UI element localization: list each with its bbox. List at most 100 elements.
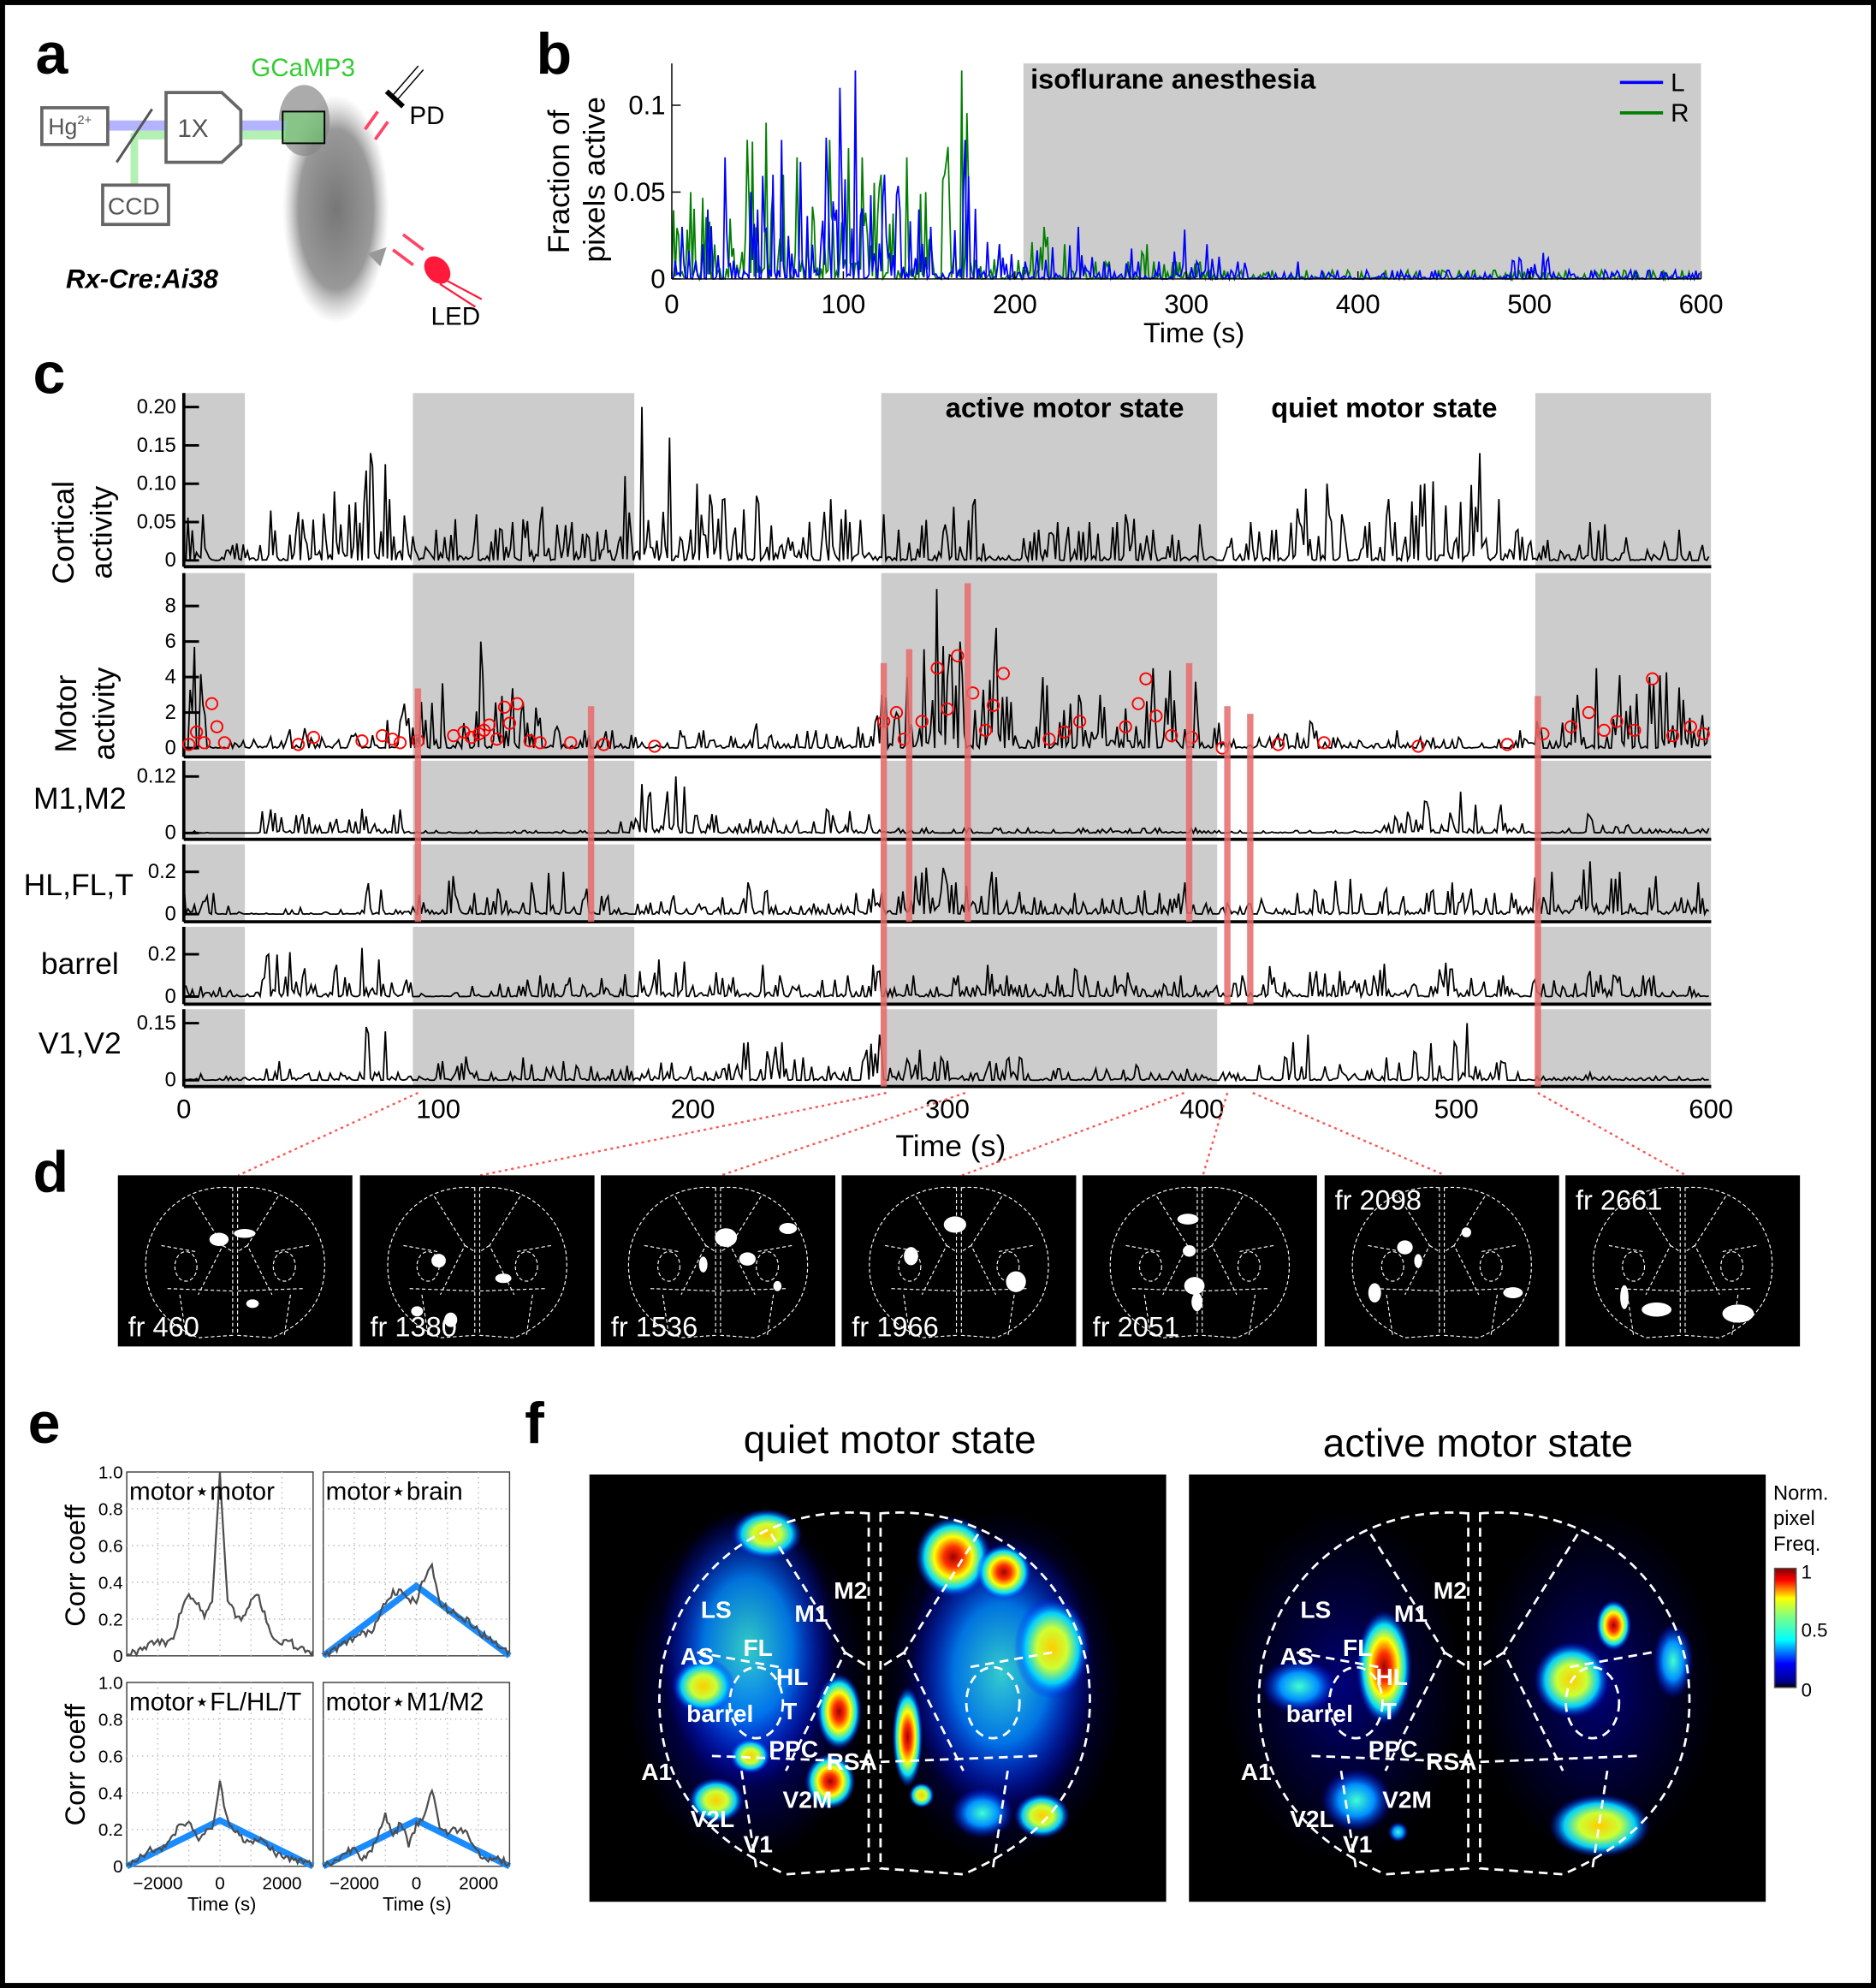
active-region-label-t: T	[1382, 1698, 1397, 1724]
e-ytick-label: 0.4	[98, 1783, 123, 1803]
motor-event-marker	[497, 700, 512, 715]
c-ytick-label: 2	[165, 702, 176, 724]
c-highlight-bar	[1185, 662, 1193, 923]
active-region-label-as: AS	[1280, 1643, 1314, 1670]
c-shaded-interval	[183, 1009, 246, 1087]
motor-event-marker	[465, 731, 478, 745]
b-xtick-label: 400	[1336, 289, 1380, 319]
frame-number-label: fr 1380	[370, 1312, 456, 1343]
e-observed-curve	[323, 1562, 511, 1659]
colorbar	[1773, 1567, 1797, 1688]
quiet-region-label-v1: V1	[743, 1831, 772, 1857]
c-xlabel: Time (s)	[895, 1129, 1006, 1163]
legend-label-R: R	[1671, 99, 1689, 128]
motor-event-marker	[1665, 728, 1680, 743]
c-xtick-label: 100	[416, 1095, 460, 1125]
motor-event-marker	[1271, 738, 1285, 751]
colorbar-tick-0.5: 0.5	[1802, 1620, 1828, 1641]
c-trace-motor	[183, 589, 1710, 751]
c-shaded-interval	[413, 844, 635, 923]
c-highlight-bar	[905, 649, 913, 923]
motor-event-marker	[564, 736, 578, 750]
motor-event-marker	[1165, 728, 1178, 743]
c-xtick-label: 500	[1434, 1095, 1479, 1125]
motor-event-marker	[502, 716, 517, 730]
c-ylabel-cortical: Cortical	[46, 481, 80, 585]
e-ytick-label: 0	[113, 1647, 123, 1666]
light-arrows-led-icon	[392, 233, 424, 267]
panel-label-a: a	[35, 21, 68, 86]
c-ylabel-m1m2: M1,M2	[33, 781, 127, 816]
hg-lamp-label: Hg2+	[48, 114, 92, 139]
b-ylabel-line2: pixels active	[577, 97, 611, 263]
motor-event-marker	[1597, 723, 1611, 737]
motor-event-marker	[1683, 720, 1697, 733]
active-pixel-blob	[779, 1222, 798, 1234]
c-ytick-label: 0.20	[137, 396, 176, 418]
c-ylabel-barrel: barrel	[41, 947, 119, 981]
quiet-region-label-m2: M2	[834, 1577, 867, 1604]
led-icon	[424, 256, 483, 308]
active-region-label-v2m: V2M	[1382, 1787, 1432, 1813]
c-highlight-bar	[1247, 714, 1254, 1005]
e-xtick-label: −2000	[133, 1873, 182, 1893]
e-ylabel-top: Corr coeff	[60, 1504, 91, 1626]
motor-event-marker	[1317, 736, 1331, 750]
d-zoom-line	[1537, 1092, 1687, 1177]
motor-event-marker	[1696, 727, 1710, 741]
activity-frame-tile	[841, 1175, 1077, 1347]
motor-event-marker	[1139, 672, 1153, 685]
motor-event-marker	[1610, 715, 1624, 728]
panel-label-d: d	[33, 1140, 69, 1205]
activity-frame-tile	[117, 1175, 353, 1347]
c-shaded-interval	[413, 760, 635, 840]
d-zoom-line	[237, 1092, 419, 1177]
imaging-window	[282, 110, 326, 145]
e-shuffled-curve	[125, 1816, 315, 1870]
active-pixel-blob	[209, 1232, 229, 1246]
motor-event-marker	[648, 739, 662, 753]
b-xtick-label: 600	[1679, 289, 1724, 319]
e-ytick-label: 0.4	[98, 1573, 123, 1593]
c-shaded-interval	[1535, 393, 1712, 567]
active-region-label-ls: LS	[1300, 1596, 1331, 1623]
motor-event-marker	[355, 734, 369, 748]
c-shaded-interval	[1535, 1009, 1712, 1087]
motor-event-marker	[490, 733, 504, 746]
b-ytick-label: 0.1	[628, 90, 665, 120]
e-ytick-label: 1.0	[98, 1673, 123, 1693]
b-ytick-label: 0.05	[614, 177, 666, 207]
c-ylabel-motor: activity	[86, 668, 121, 761]
frame-number-label: fr 2098	[1335, 1184, 1422, 1215]
active-region-label-a1: A1	[1241, 1759, 1272, 1785]
e-subplot-title: motor⋆brain	[326, 1478, 463, 1506]
active-pixel-blob	[1368, 1283, 1381, 1303]
c-ylabel-motor: Motor	[49, 674, 83, 752]
frame-number-label: fr 460	[128, 1312, 199, 1343]
f-title-quiet: quiet motor state	[744, 1417, 1036, 1462]
c-shaded-interval	[881, 760, 1218, 840]
quiet-region-label-hl: HL	[776, 1664, 808, 1690]
active-region-label-m2: M2	[1434, 1577, 1467, 1604]
active-pixel-blob	[1177, 1214, 1199, 1225]
objective-1x	[164, 91, 243, 164]
c-highlight-bar	[1535, 696, 1541, 1087]
c-trace-v1v2	[183, 1023, 1709, 1083]
motor-event-marker	[217, 736, 231, 750]
objective-label: 1X	[177, 115, 208, 143]
c-ytick-label: 0.10	[137, 473, 176, 496]
c-trace-m1m2	[183, 776, 1710, 836]
panel-a: a Hg2+ 1X CCD GCaMP3 PD LED Rx-Cre:Ai38	[35, 21, 483, 330]
c-ytick-label: 0.05	[137, 511, 176, 533]
panel-b: b Fraction of pixels active Time (s) 0 10…	[536, 21, 1723, 348]
motor-event-marker	[996, 667, 1011, 680]
active-region-label-hl: HL	[1375, 1664, 1407, 1690]
d-zoom-line	[961, 1092, 1184, 1177]
frame-number-label: fr 1536	[611, 1312, 698, 1343]
d-zoom-line	[1252, 1092, 1446, 1177]
active-pixel-blob	[246, 1299, 259, 1309]
frame-number-label: fr 2661	[1576, 1184, 1662, 1215]
active-pixel-blob	[739, 1252, 756, 1266]
